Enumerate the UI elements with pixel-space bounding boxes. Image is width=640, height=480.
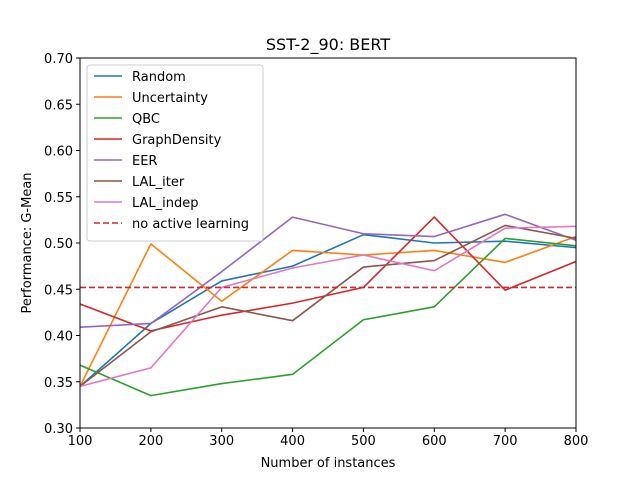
x-tick-label: 700 [493, 434, 518, 449]
y-tick-label: 0.40 [44, 330, 73, 345]
series-line-eer [79, 213, 577, 328]
x-tick-label: 100 [68, 434, 93, 449]
y-axis-ticks: 0.30 0.35 0.40 0.45 0.50 0.55 0.60 0.65 0.70 [44, 52, 80, 437]
y-axis-label: Performance: G-Mean [20, 172, 35, 313]
legend-label: QBC [132, 112, 160, 127]
x-tick-label: 200 [138, 434, 163, 449]
legend-box [86, 64, 264, 242]
series-line-random [79, 233, 577, 387]
series-layer [79, 213, 577, 397]
y-tick-label: 0.35 [44, 376, 73, 391]
y-tick-label: 0.45 [44, 283, 73, 298]
legend-label: Random [132, 70, 186, 85]
x-axis-ticks: 100 200 300 400 500 600 700 800 [68, 428, 589, 449]
legend-label: no active learning [132, 217, 249, 232]
y-tick-label: 0.30 [44, 422, 73, 437]
x-axis-label: Number of instances [261, 456, 396, 471]
series-line-qbc [79, 237, 577, 397]
series-line-lal-iter [79, 224, 577, 388]
plot-frame [79, 57, 577, 429]
legend-label: LAL_iter [132, 175, 185, 190]
series-line-uncertainty [79, 235, 577, 387]
chart-title: SST-2_90: BERT [266, 35, 390, 55]
x-tick-label: 500 [351, 434, 376, 449]
series-line-lal-indep [79, 225, 577, 388]
y-tick-label: 0.70 [44, 52, 73, 67]
y-tick-label: 0.60 [44, 145, 73, 160]
x-tick-label: 800 [564, 434, 589, 449]
y-tick-label: 0.55 [44, 191, 73, 206]
legend-label: LAL_indep [132, 196, 199, 211]
x-tick-label: 400 [280, 434, 305, 449]
legend-label: Uncertainty [132, 91, 208, 106]
legend-label: EER [132, 154, 157, 169]
y-tick-label: 0.50 [44, 237, 73, 252]
x-tick-label: 600 [422, 434, 447, 449]
legend: Random Uncertainty QBC GraphDensity EER LAL_i… [86, 64, 264, 242]
x-tick-label: 300 [209, 434, 234, 449]
legend-label: GraphDensity [132, 133, 222, 148]
y-tick-label: 0.65 [44, 98, 73, 113]
